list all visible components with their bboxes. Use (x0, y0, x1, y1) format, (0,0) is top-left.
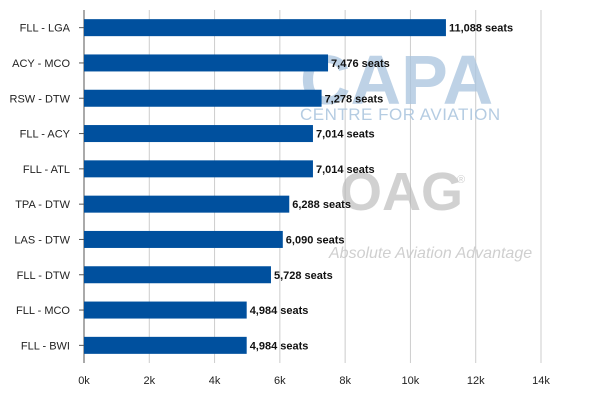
data-labels: 11,088 seats 7,476 seats 7,278 seats 7,014 … (250, 23, 513, 353)
data-label: 4,984 seats (250, 340, 309, 352)
bar (84, 230, 283, 248)
data-label: 6,288 seats (292, 199, 351, 211)
x-tick-label: 0k (78, 375, 90, 387)
category-labels: FLL - LGA ACY - MCO RSW - DTW FLL - ACY FLL … (10, 23, 84, 352)
category-label: FLL - MCO (16, 305, 70, 317)
data-label: 4,984 seats (250, 305, 309, 317)
capa-subtitle-watermark: CENTRE FOR AVIATION (300, 105, 501, 124)
bar (84, 266, 271, 284)
oag-subtitle-watermark: Absolute Aviation Advantage (328, 245, 532, 262)
data-label: 11,088 seats (449, 23, 513, 35)
bar (84, 54, 329, 72)
bars (84, 19, 446, 354)
capa-watermark: CAPA (300, 41, 493, 119)
data-label: 7,476 seats (331, 58, 390, 70)
watermark: CAPA CENTRE FOR AVIATION OAG ® Absolute … (300, 41, 532, 262)
category-label: FLL - DTW (17, 270, 71, 282)
x-tick-label: 12k (467, 375, 485, 387)
bar (84, 19, 446, 37)
bar (84, 160, 313, 178)
data-label: 7,014 seats (316, 129, 375, 141)
data-label: 6,090 seats (286, 234, 345, 246)
x-tick-label: 6k (274, 375, 286, 387)
category-label: FLL - LGA (20, 23, 71, 35)
data-label: 7,278 seats (325, 93, 384, 105)
x-axis-tick-labels: 0k 2k 4k 6k 8k 10k 12k 14k (78, 375, 550, 387)
data-label: 5,728 seats (274, 270, 333, 282)
bar (84, 336, 247, 354)
x-tick-label: 10k (402, 375, 420, 387)
bar (84, 125, 313, 143)
oag-watermark: OAG (340, 162, 463, 222)
category-label: FLL - ACY (20, 129, 71, 141)
category-label: RSW - DTW (10, 93, 71, 105)
x-tick-label: 4k (209, 375, 221, 387)
bar (84, 195, 290, 213)
bar (84, 301, 247, 319)
x-tick-label: 8k (339, 375, 351, 387)
oag-registered-mark: ® (457, 174, 465, 186)
category-label: FLL - BWI (21, 340, 70, 352)
category-label: FLL - ATL (23, 164, 70, 176)
bar (84, 89, 322, 107)
category-label: LAS - DTW (14, 234, 70, 246)
category-label: ACY - MCO (12, 58, 70, 70)
x-tick-label: 14k (532, 375, 550, 387)
x-tick-label: 2k (143, 375, 155, 387)
category-label: TPA - DTW (15, 199, 70, 211)
data-label: 7,014 seats (316, 164, 375, 176)
